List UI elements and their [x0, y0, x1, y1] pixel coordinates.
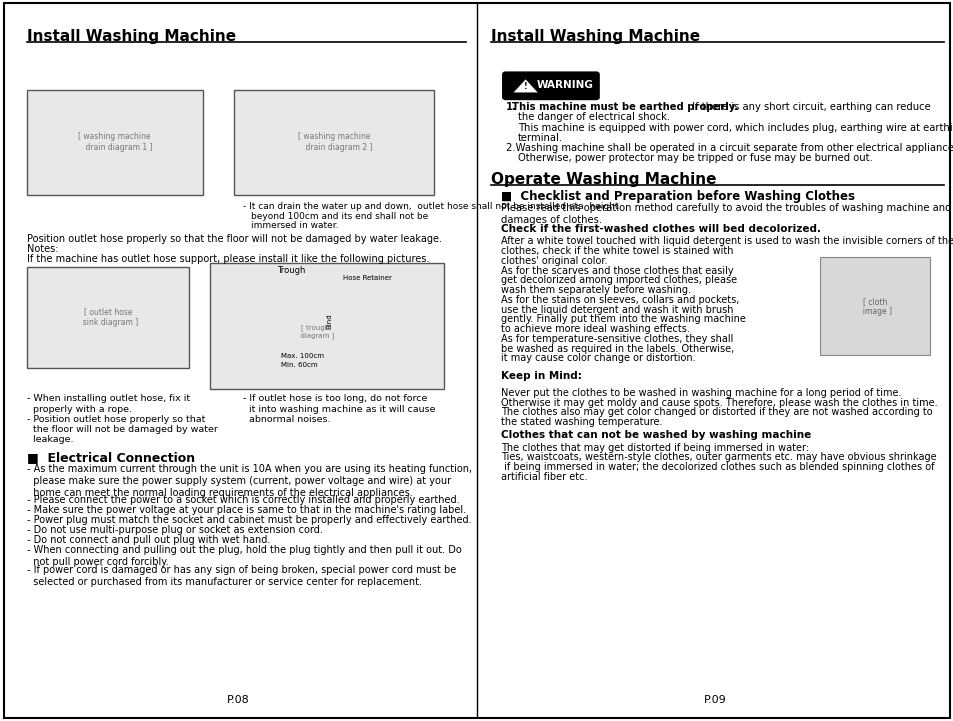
Bar	[233, 90, 434, 195]
Text: [ washing machine
    drain diagram 2 ]: [ washing machine drain diagram 2 ]	[295, 133, 372, 151]
Text: - If power cord is damaged or has any sign of being broken, special power cord m: - If power cord is damaged or has any si…	[27, 565, 456, 587]
FancyBboxPatch shape	[502, 72, 598, 99]
Text: to achieve more ideal washing effects.: to achieve more ideal washing effects.	[500, 324, 689, 334]
Text: gently. Finally put them into the washing machine: gently. Finally put them into the washin…	[500, 314, 745, 324]
Bar	[210, 263, 443, 389]
Text: Please read this operation method carefully to avoid the troubles of washing mac: Please read this operation method carefu…	[500, 203, 950, 225]
Text: Check if the first-washed clothes will bed decolorized.: Check if the first-washed clothes will b…	[500, 224, 820, 234]
Text: Install Washing Machine: Install Washing Machine	[27, 29, 235, 44]
Text: wash them separately before washing.: wash them separately before washing.	[500, 285, 690, 295]
Text: After a white towel touched with liquid detergent is used to wash the invisible : After a white towel touched with liquid …	[500, 236, 953, 247]
Text: if being immersed in water; the decolorized clothes such as blended spinning clo: if being immersed in water; the decolori…	[500, 462, 933, 472]
Text: Never put the clothes to be washed in washing machine for a long period of time.: Never put the clothes to be washed in wa…	[500, 388, 901, 398]
Text: P.08: P.08	[227, 695, 250, 705]
Text: As for the scarves and those clothes that easily: As for the scarves and those clothes tha…	[500, 265, 733, 275]
Text: - When installing outlet hose, fix it
  properly with a rope.: - When installing outlet hose, fix it pr…	[27, 394, 190, 414]
Text: - As the maximum current through the unit is 10A when you are using its heating : - As the maximum current through the uni…	[27, 464, 472, 497]
Text: Operate Washing Machine: Operate Washing Machine	[491, 172, 716, 187]
Polygon shape	[512, 79, 538, 93]
Text: This machine must be earthed properly.: This machine must be earthed properly.	[512, 102, 738, 112]
Text: - It can drain the water up and down,  outlet hose shall not be installed ata  h: - It can drain the water up and down, ou…	[243, 202, 618, 211]
Text: - Power plug must match the socket and cabinet must be properly and effectively : - Power plug must match the socket and c…	[27, 515, 471, 525]
Text: 1.: 1.	[505, 102, 517, 112]
Bar	[27, 267, 189, 368]
Bar	[820, 257, 929, 355]
Text: Min. 60cm: Min. 60cm	[281, 362, 317, 368]
Text: Install Washing Machine: Install Washing Machine	[491, 29, 700, 44]
Text: get decolorized among imported clothes, please: get decolorized among imported clothes, …	[500, 275, 737, 286]
Text: artificial fiber etc.: artificial fiber etc.	[500, 472, 587, 482]
Text: - When connecting and pulling out the plug, hold the plug tightly and then pull : - When connecting and pulling out the pl…	[27, 545, 461, 567]
Text: P.09: P.09	[703, 695, 726, 705]
Text: Otherwise it may get moldy and cause spots. Therefore, please wash the clothes i: Otherwise it may get moldy and cause spo…	[500, 398, 937, 407]
Text: - If outlet hose is too long, do not force
  it into washing machine as it will : - If outlet hose is too long, do not for…	[243, 394, 436, 424]
Text: it may cause color change or distortion.: it may cause color change or distortion.	[500, 353, 695, 363]
Text: !: !	[523, 82, 527, 91]
Text: the danger of electrical shock.: the danger of electrical shock.	[517, 112, 669, 123]
Text: This machine is equipped with power cord, which includes plug, earthing wire at : This machine is equipped with power cord…	[517, 123, 953, 133]
Text: - Please connect the power to a socket which is correctly installed and properly: - Please connect the power to a socket w…	[27, 495, 458, 505]
Text: - Position outlet hose properly so that
  the floor will not be damaged by water: - Position outlet hose properly so that …	[27, 415, 217, 444]
Text: beyond 100cm and its end shall not be: beyond 100cm and its end shall not be	[251, 212, 428, 221]
Text: The clothes also may get color changed or distorted if they are not washed accor: The clothes also may get color changed o…	[500, 407, 931, 417]
Text: use the liquid detergent and wash it with brush: use the liquid detergent and wash it wit…	[500, 304, 733, 314]
Text: As for the stains on sleeves, collars and pockets,: As for the stains on sleeves, collars an…	[500, 295, 739, 305]
Text: Trough: Trough	[276, 266, 305, 275]
Text: Max. 100cm: Max. 100cm	[281, 353, 324, 359]
Text: Hose Retainer: Hose Retainer	[343, 275, 392, 281]
Text: immersed in water.: immersed in water.	[251, 221, 338, 230]
Text: clothes, check if the white towel is stained with: clothes, check if the white towel is sta…	[500, 246, 733, 256]
Text: If the machine has outlet hose support, please install it like the following pic: If the machine has outlet hose support, …	[27, 254, 429, 264]
Text: As for temperature-sensitive clothes, they shall: As for temperature-sensitive clothes, th…	[500, 334, 733, 344]
Text: - Make sure the power voltage at your place is same to that in the machine's rat: - Make sure the power voltage at your pl…	[27, 505, 465, 515]
Text: Notes:: Notes:	[27, 244, 58, 254]
Text: If there is any short circuit, earthing can reduce: If there is any short circuit, earthing …	[688, 102, 929, 112]
Bar	[27, 90, 203, 195]
Text: Ties, waistcoats, western-style clothes, outer garments etc. may have obvious sh: Ties, waistcoats, western-style clothes,…	[500, 453, 936, 462]
Text: [ cloth
  image ]: [ cloth image ]	[857, 297, 891, 316]
Text: WARNING: WARNING	[537, 80, 594, 90]
Text: Keep in Mind:: Keep in Mind:	[500, 371, 581, 381]
Text: clothes' original color.: clothes' original color.	[500, 256, 607, 266]
Text: Position outlet hose properly so that the floor will not be damaged by water lea: Position outlet hose properly so that th…	[27, 234, 441, 244]
Text: [ trough
  diagram ]: [ trough diagram ]	[295, 324, 334, 339]
Text: ■  Electrical Connection: ■ Electrical Connection	[27, 451, 194, 464]
Text: [ washing machine
    drain diagram 1 ]: [ washing machine drain diagram 1 ]	[76, 133, 152, 151]
Text: be washed as required in the labels. Otherwise,: be washed as required in the labels. Oth…	[500, 343, 733, 353]
Text: - Do not use multi-purpose plug or socket as extension cord.: - Do not use multi-purpose plug or socke…	[27, 525, 322, 535]
Text: the stated washing temperature.: the stated washing temperature.	[500, 417, 661, 427]
Text: Bind: Bind	[326, 313, 332, 329]
Text: - Do not connect and pull out plug with wet hand.: - Do not connect and pull out plug with …	[27, 535, 270, 545]
Text: [ outlet hose
  sink diagram ]: [ outlet hose sink diagram ]	[77, 308, 138, 327]
Text: ■  Checklist and Preparation before Washing Clothes: ■ Checklist and Preparation before Washi…	[500, 190, 854, 203]
Text: 2.Washing machine shall be operated in a circuit separate from other electrical : 2.Washing machine shall be operated in a…	[505, 143, 953, 153]
Text: Clothes that can not be washed by washing machine: Clothes that can not be washed by washin…	[500, 430, 810, 441]
Text: The clothes that may get distorted if being immersed in water:: The clothes that may get distorted if be…	[500, 443, 808, 453]
Text: Otherwise, power protector may be tripped or fuse may be burned out.: Otherwise, power protector may be trippe…	[517, 153, 872, 163]
Text: terminal.: terminal.	[517, 133, 562, 143]
